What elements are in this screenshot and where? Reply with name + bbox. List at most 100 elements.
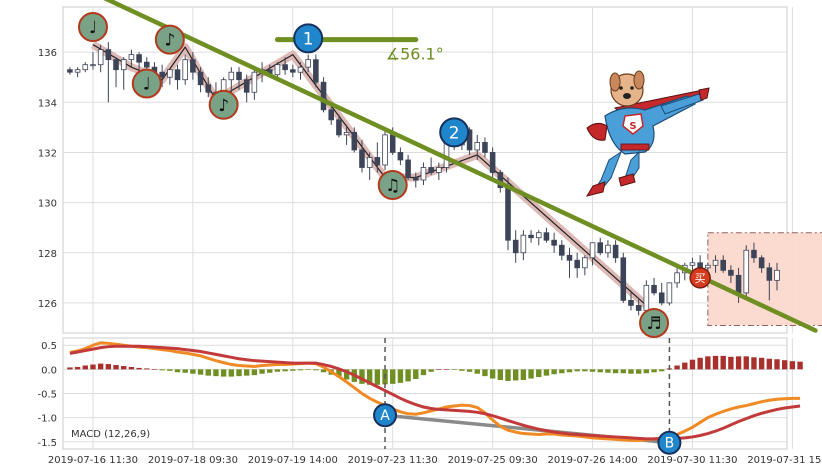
macd-histogram-bar	[297, 369, 304, 371]
candle	[774, 262, 780, 291]
macd-histogram-bar	[413, 369, 419, 380]
macd-histogram-bar	[620, 369, 626, 374]
x-tick-labels: 2019-07-16 11:30 2019-07-18 09:30 2019-07-…	[48, 455, 822, 466]
candle	[282, 57, 288, 75]
macd-histogram-bar	[397, 369, 404, 383]
candle-body	[374, 157, 381, 166]
candle-body	[97, 49, 104, 66]
candle	[190, 52, 196, 80]
candle	[728, 265, 734, 283]
macd-histogram-bar	[743, 356, 749, 370]
macd-histogram-bar	[551, 369, 557, 375]
candle	[582, 255, 588, 276]
candle-body	[382, 134, 388, 166]
candle	[574, 252, 580, 278]
candle	[382, 129, 388, 170]
macd-histogram-bar	[366, 369, 373, 385]
candle	[90, 52, 96, 70]
macd-histogram-bar	[443, 369, 450, 370]
candle-body	[597, 242, 604, 254]
macd-histogram-bar	[705, 356, 711, 370]
candle-body	[720, 259, 726, 271]
candle	[751, 242, 757, 263]
macd-histogram-bar	[336, 369, 342, 378]
macd-point-marker: A	[373, 403, 398, 428]
music-note-icon: ♪	[154, 24, 185, 55]
candle	[758, 255, 765, 273]
candle-body	[351, 131, 358, 151]
candle	[128, 49, 135, 68]
candle-body	[67, 69, 73, 73]
candle-body	[313, 59, 319, 83]
candle-body	[359, 149, 365, 168]
candle-body	[436, 167, 442, 173]
macd-histogram-bar	[774, 359, 780, 370]
macd-histogram-bar	[505, 369, 511, 381]
macd-histogram-bar	[597, 369, 603, 373]
macd-histogram-bar	[559, 369, 565, 374]
candle-body	[705, 264, 711, 269]
candle-body	[405, 159, 411, 178]
candle	[120, 57, 127, 90]
candle	[559, 240, 565, 261]
macd-histogram-bar	[451, 369, 457, 370]
music-note-badge	[639, 307, 670, 338]
macd-histogram-bar	[674, 365, 680, 370]
candle-body	[751, 249, 757, 259]
macd-histogram-bar	[67, 367, 73, 370]
candle	[205, 77, 212, 98]
candle-body	[128, 54, 135, 61]
candle-body	[174, 69, 181, 81]
macd-histogram-bar	[290, 369, 296, 371]
macd-histogram-bar	[489, 369, 496, 379]
macd-histogram-bar	[197, 369, 204, 375]
x-tick-label: 2019-07-18 09:30	[148, 455, 238, 466]
macd-histogram-bar	[643, 369, 650, 374]
candle-body	[489, 152, 496, 173]
music-note-glyph: ♩	[89, 18, 97, 38]
candle	[243, 74, 250, 103]
macd-histogram	[67, 355, 803, 385]
candle-body	[205, 84, 212, 93]
x-tick-label: 2019-07-25 09:30	[448, 455, 538, 466]
music-note-glyph: ♫	[385, 176, 400, 196]
candle	[466, 127, 473, 155]
candle-body	[543, 232, 550, 241]
macd-histogram-bar	[712, 355, 719, 370]
music-note-glyph: ♪	[218, 96, 229, 116]
macd-histogram-bar	[159, 369, 165, 371]
candle	[551, 232, 557, 253]
candle	[82, 62, 89, 73]
macd-histogram-bar	[405, 369, 411, 382]
macd-histogram-bar	[628, 369, 634, 374]
marker-layer: ♩ ♩ ♪ ♪ ♫ ♬ 1 2 买 A B	[77, 12, 711, 455]
candle	[366, 152, 373, 181]
x-tick-label: 2019-07-16 11:30	[48, 455, 138, 466]
macd-histogram-bar	[459, 369, 465, 371]
macd-histogram-bar	[728, 356, 734, 370]
candle	[182, 54, 188, 85]
macd-histogram-bar	[313, 369, 319, 371]
macd-histogram-bar	[682, 362, 688, 370]
music-note-icon: ♩	[131, 68, 162, 99]
macd-histogram-bar	[651, 369, 657, 373]
macd-histogram-bar	[128, 366, 135, 370]
macd-histogram-bar	[697, 357, 703, 370]
music-note-glyph: ♩	[143, 74, 151, 94]
candle	[374, 142, 381, 173]
candle-body	[551, 239, 557, 246]
candle-body	[620, 257, 627, 301]
candle	[67, 67, 73, 75]
candle-body	[743, 249, 750, 294]
macd-histogram-bar	[105, 364, 112, 370]
macd-histogram-bar	[689, 359, 696, 370]
candle	[74, 67, 81, 78]
macd-point-circle	[373, 403, 398, 428]
macd-tick-label: 0.5	[41, 341, 57, 352]
candle-body	[535, 232, 542, 239]
candle	[766, 262, 773, 301]
candle-body	[143, 61, 150, 68]
macd-histogram-bar	[90, 364, 96, 370]
macd-histogram-bar	[151, 369, 158, 370]
candle	[136, 52, 142, 70]
